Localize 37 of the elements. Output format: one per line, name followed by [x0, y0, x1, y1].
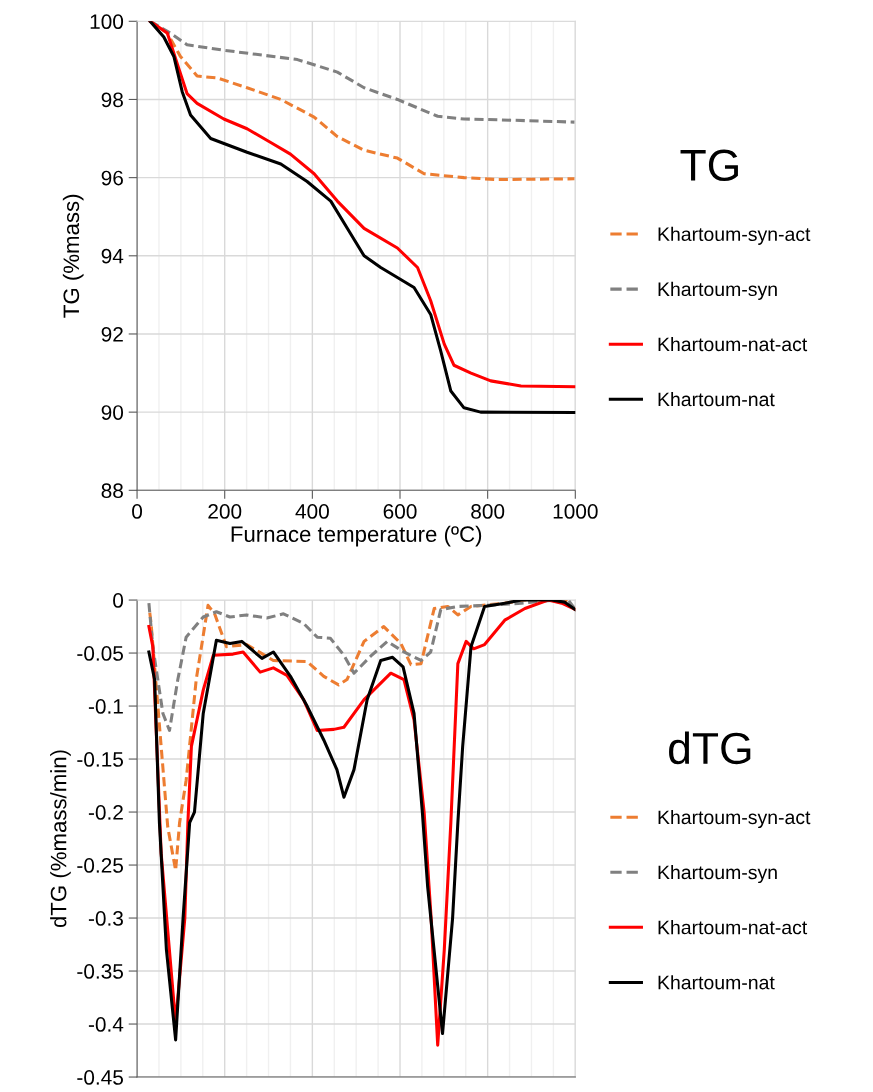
y-tick-label: -0.2 [88, 805, 123, 820]
legend-label: Khartoum-nat [658, 391, 775, 407]
legend-label: Khartoum-nat [658, 975, 775, 990]
legend-title: TG [680, 149, 738, 182]
legend-label: Khartoum-syn [658, 864, 777, 884]
y-tick-label: 92 [101, 326, 123, 342]
y-tick-label: -0.35 [77, 964, 123, 979]
y-tick-label: 0 [113, 593, 124, 608]
legend-title: dTG [669, 731, 751, 765]
y-tick-label: -0.45 [77, 1070, 123, 1085]
x-tick-label: 1000 [553, 504, 598, 519]
y-tick-label: 98 [101, 92, 123, 108]
legend-label: Khartoum-syn [658, 281, 777, 300]
y-tick-label: -0.15 [77, 752, 123, 767]
y-tick-label: -0.4 [88, 1017, 124, 1032]
y-tick-label: 96 [101, 170, 123, 186]
legend-label: Khartoum-nat-act [658, 336, 808, 352]
x-axis-title: Furnace temperature (ºC) [231, 525, 482, 547]
y-tick-label: 100 [90, 14, 124, 30]
y-tick-label: -0.3 [88, 911, 123, 926]
y-tick-label: 88 [101, 483, 123, 499]
x-tick-label: 200 [208, 504, 242, 519]
legend-label: Khartoum-syn-act [658, 226, 811, 245]
y-axis-title: TG (%mass) [62, 194, 84, 318]
line-series [147, 600, 576, 732]
legend-label: Khartoum-syn-act [658, 809, 811, 829]
y-tick-label: -0.05 [77, 646, 123, 661]
y-tick-label: -0.25 [77, 858, 123, 873]
x-tick-label: 600 [383, 504, 417, 519]
x-tick-label: 400 [295, 504, 329, 519]
x-tick-label: 0 [132, 504, 143, 519]
y-tick-label: -0.1 [88, 699, 123, 714]
y-tick-label: 90 [101, 405, 124, 420]
x-tick-label: 800 [471, 504, 505, 519]
y-tick-label: 94 [101, 248, 124, 264]
y-axis-title: dTG (%mass/min) [50, 750, 71, 928]
legend-label: Khartoum-nat-act [658, 920, 808, 935]
